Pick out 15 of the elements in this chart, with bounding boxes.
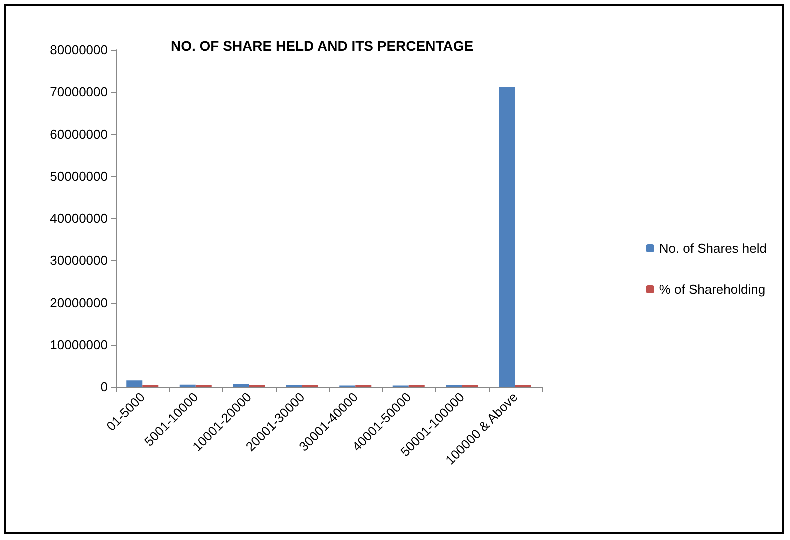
bar: [233, 384, 250, 387]
bar: [126, 380, 143, 387]
y-tick-label: 70000000: [50, 84, 108, 100]
chart-title: NO. OF SHARE HELD AND ITS PERCENTAGE: [171, 38, 474, 54]
y-tick-label: 60000000: [50, 126, 108, 142]
y-tick-label: 30000000: [50, 253, 108, 268]
legend-label: No. of Shares held: [659, 241, 768, 256]
y-tick-label: 20000000: [50, 295, 108, 310]
y-tick-label: 0: [100, 380, 108, 394]
legend-label: % of Shareholding: [659, 282, 766, 297]
y-tick-label: 50000000: [50, 168, 108, 184]
bar: [499, 87, 516, 387]
y-tick-label: 10000000: [50, 337, 108, 352]
y-tick-label: 40000000: [50, 211, 108, 226]
y-tick-label: 80000000: [50, 42, 108, 58]
